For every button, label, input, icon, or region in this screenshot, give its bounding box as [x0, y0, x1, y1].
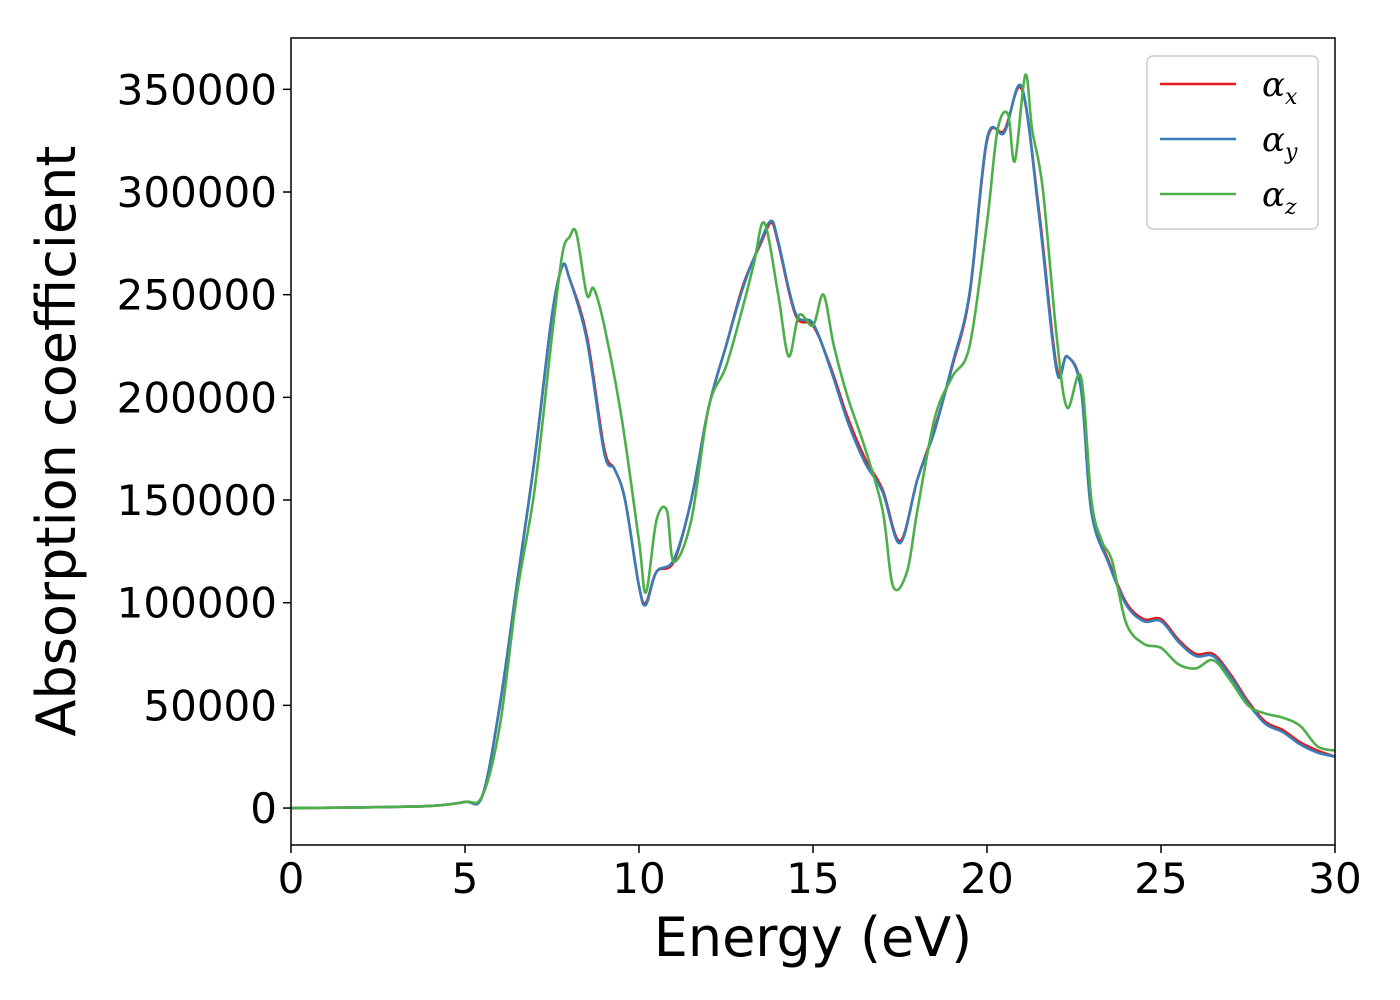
x-tick-label: 5 — [452, 854, 479, 903]
series-layer — [291, 73, 1335, 810]
y-tick-label: 350000 — [117, 65, 277, 114]
legend-label-y: αy — [1262, 120, 1298, 165]
legend-box — [1146, 55, 1319, 230]
legend-label-x: αx — [1262, 65, 1298, 110]
legend: αx αy αz — [1146, 55, 1319, 230]
y-tick-label: 0 — [250, 784, 277, 833]
y-axis-title: Absorption coefficient — [25, 146, 88, 737]
y-tick-label: 50000 — [143, 681, 277, 730]
y-tick-label: 150000 — [117, 476, 277, 525]
y-tick-label: 100000 — [117, 579, 277, 628]
y-tick-label: 250000 — [117, 271, 277, 320]
x-tick-label: 15 — [786, 854, 839, 903]
legend-label-z: αz — [1262, 175, 1297, 220]
y-axis: 0 50000 100000 150000 200000 250000 300000 3500… — [117, 65, 291, 833]
y-tick-label: 300000 — [117, 168, 277, 217]
x-tick-label: 0 — [278, 854, 305, 903]
x-axis: 0 5 10 15 20 25 30 — [278, 845, 1362, 903]
y-tick-label: 200000 — [117, 373, 277, 422]
x-axis-title: Energy (eV) — [654, 906, 973, 969]
series-line-z — [291, 73, 1335, 810]
x-tick-label: 30 — [1308, 854, 1361, 903]
x-tick-label: 20 — [960, 854, 1013, 903]
x-tick-label: 10 — [612, 854, 665, 903]
x-tick-label: 25 — [1134, 854, 1187, 903]
